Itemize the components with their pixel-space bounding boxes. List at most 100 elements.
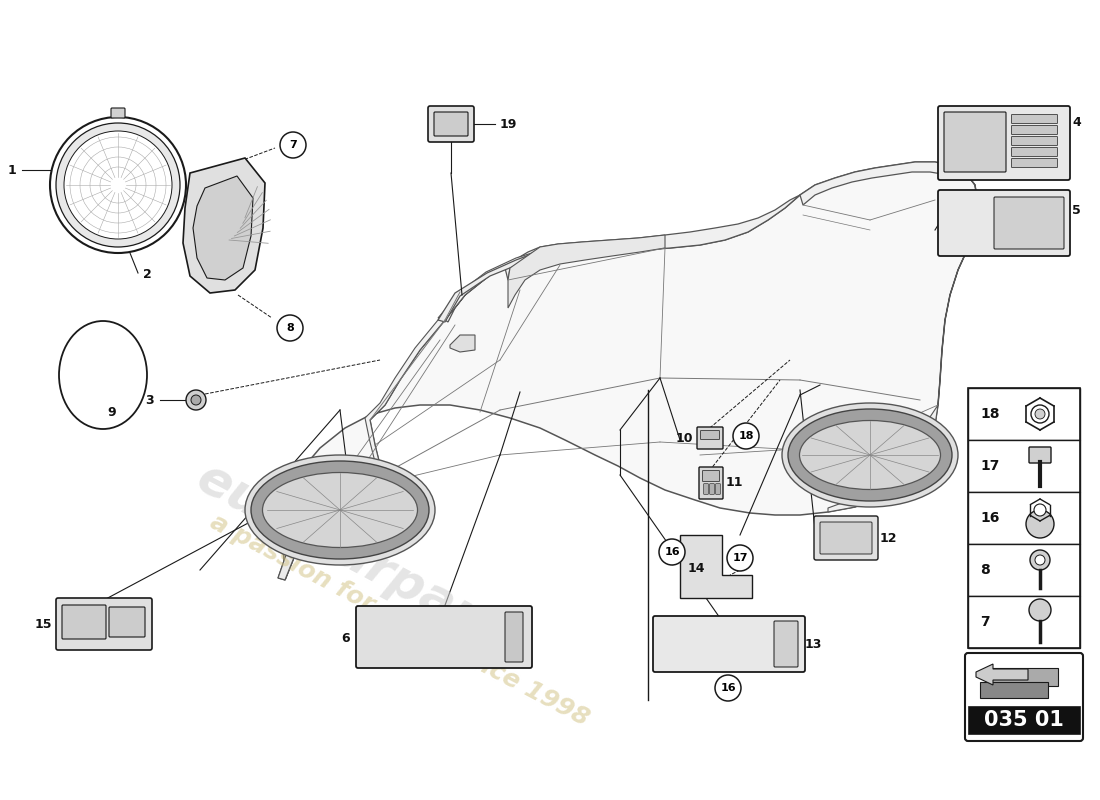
FancyBboxPatch shape bbox=[938, 106, 1070, 180]
FancyBboxPatch shape bbox=[1012, 147, 1057, 157]
FancyBboxPatch shape bbox=[505, 612, 522, 662]
Text: 15: 15 bbox=[34, 618, 52, 630]
Text: a passion for parts since 1998: a passion for parts since 1998 bbox=[207, 510, 594, 730]
Circle shape bbox=[50, 117, 186, 253]
Text: 6: 6 bbox=[341, 631, 350, 645]
Circle shape bbox=[1031, 405, 1049, 423]
Circle shape bbox=[727, 545, 754, 571]
FancyBboxPatch shape bbox=[1012, 114, 1057, 123]
Text: 7: 7 bbox=[980, 615, 990, 629]
FancyBboxPatch shape bbox=[968, 706, 1080, 734]
FancyBboxPatch shape bbox=[704, 484, 708, 494]
FancyBboxPatch shape bbox=[965, 653, 1084, 741]
Polygon shape bbox=[283, 162, 978, 580]
FancyBboxPatch shape bbox=[814, 516, 878, 560]
Circle shape bbox=[1035, 409, 1045, 419]
FancyBboxPatch shape bbox=[701, 430, 719, 439]
Text: 2: 2 bbox=[143, 269, 152, 282]
FancyBboxPatch shape bbox=[428, 106, 474, 142]
FancyBboxPatch shape bbox=[820, 522, 872, 554]
FancyBboxPatch shape bbox=[703, 470, 719, 482]
Text: 4: 4 bbox=[1072, 115, 1080, 129]
FancyBboxPatch shape bbox=[968, 492, 1080, 544]
Circle shape bbox=[64, 131, 172, 239]
FancyBboxPatch shape bbox=[994, 197, 1064, 249]
Polygon shape bbox=[980, 682, 1048, 698]
FancyBboxPatch shape bbox=[653, 616, 805, 672]
Ellipse shape bbox=[59, 321, 147, 429]
FancyBboxPatch shape bbox=[56, 598, 152, 650]
Polygon shape bbox=[800, 162, 950, 205]
Polygon shape bbox=[438, 248, 552, 322]
Polygon shape bbox=[450, 335, 475, 352]
FancyBboxPatch shape bbox=[968, 440, 1080, 492]
Text: 14: 14 bbox=[688, 562, 705, 574]
FancyBboxPatch shape bbox=[710, 484, 714, 494]
Ellipse shape bbox=[782, 403, 958, 507]
FancyBboxPatch shape bbox=[1012, 158, 1057, 167]
Polygon shape bbox=[278, 508, 330, 580]
FancyBboxPatch shape bbox=[774, 621, 798, 667]
FancyBboxPatch shape bbox=[968, 596, 1080, 648]
FancyBboxPatch shape bbox=[968, 544, 1080, 596]
Text: 18: 18 bbox=[980, 407, 1000, 421]
Text: 16: 16 bbox=[720, 683, 736, 693]
Text: 13: 13 bbox=[805, 638, 823, 651]
FancyBboxPatch shape bbox=[356, 606, 532, 668]
Text: 9: 9 bbox=[108, 406, 117, 418]
FancyBboxPatch shape bbox=[434, 112, 468, 136]
Text: eurocarpars: eurocarpars bbox=[188, 454, 512, 656]
Circle shape bbox=[659, 539, 685, 565]
Text: 1: 1 bbox=[8, 163, 16, 177]
Circle shape bbox=[1026, 510, 1054, 538]
Polygon shape bbox=[438, 248, 550, 320]
Circle shape bbox=[1030, 550, 1050, 570]
FancyBboxPatch shape bbox=[62, 605, 106, 639]
Text: 10: 10 bbox=[675, 431, 693, 445]
FancyBboxPatch shape bbox=[698, 467, 723, 499]
Circle shape bbox=[191, 395, 201, 405]
Polygon shape bbox=[680, 535, 752, 598]
FancyBboxPatch shape bbox=[938, 190, 1070, 256]
Circle shape bbox=[1035, 555, 1045, 565]
Circle shape bbox=[56, 123, 180, 247]
Text: 8: 8 bbox=[286, 323, 294, 333]
Polygon shape bbox=[192, 176, 253, 280]
Circle shape bbox=[277, 315, 302, 341]
Text: 12: 12 bbox=[880, 531, 898, 545]
FancyBboxPatch shape bbox=[1012, 137, 1057, 146]
Text: 16: 16 bbox=[980, 511, 1000, 525]
Text: 18: 18 bbox=[738, 431, 754, 441]
Polygon shape bbox=[446, 195, 800, 322]
Polygon shape bbox=[278, 320, 446, 580]
FancyBboxPatch shape bbox=[109, 607, 145, 637]
Circle shape bbox=[1034, 504, 1046, 516]
Ellipse shape bbox=[245, 455, 434, 565]
Ellipse shape bbox=[788, 409, 952, 501]
Text: 17: 17 bbox=[733, 553, 748, 563]
FancyBboxPatch shape bbox=[111, 108, 125, 118]
FancyBboxPatch shape bbox=[1012, 126, 1057, 134]
Text: 8: 8 bbox=[980, 563, 990, 577]
Ellipse shape bbox=[263, 473, 418, 547]
Text: 11: 11 bbox=[726, 477, 744, 490]
Text: 16: 16 bbox=[664, 547, 680, 557]
Text: 17: 17 bbox=[980, 459, 1000, 473]
Ellipse shape bbox=[800, 421, 940, 490]
Text: 3: 3 bbox=[145, 394, 154, 406]
Circle shape bbox=[186, 390, 206, 410]
FancyBboxPatch shape bbox=[968, 388, 1080, 440]
Text: 5: 5 bbox=[1072, 203, 1080, 217]
Ellipse shape bbox=[251, 461, 429, 559]
Polygon shape bbox=[976, 664, 1028, 685]
FancyBboxPatch shape bbox=[716, 484, 720, 494]
FancyBboxPatch shape bbox=[697, 427, 723, 449]
FancyBboxPatch shape bbox=[944, 112, 1006, 172]
FancyBboxPatch shape bbox=[1028, 447, 1050, 463]
Circle shape bbox=[1028, 599, 1050, 621]
Polygon shape bbox=[183, 158, 265, 293]
Polygon shape bbox=[828, 165, 978, 512]
Text: 7: 7 bbox=[289, 140, 297, 150]
Polygon shape bbox=[986, 668, 1058, 686]
Circle shape bbox=[280, 132, 306, 158]
